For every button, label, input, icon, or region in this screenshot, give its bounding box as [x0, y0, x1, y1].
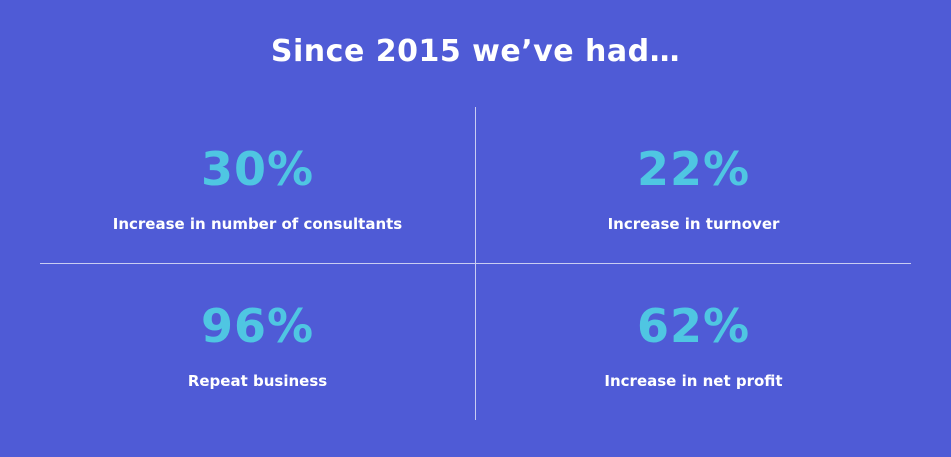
stat-cell: 30% Increase in number of consultants — [40, 141, 475, 233]
stat-cell: 62% Increase in net profit — [476, 298, 911, 390]
stat-cell: 96% Repeat business — [40, 298, 475, 390]
stat-value: 96% — [200, 299, 315, 353]
stat-label: Repeat business — [187, 372, 328, 390]
stat-label: Increase in number of consultants — [112, 215, 403, 233]
section-title: Since 2015 we’ve had… — [270, 34, 681, 69]
stat-value: 62% — [636, 299, 751, 353]
stat-cell: 22% Increase in turnover — [476, 141, 911, 233]
stat-label: Increase in net profit — [604, 372, 783, 390]
stat-label: Increase in turnover — [607, 215, 780, 233]
divider-horizontal — [40, 263, 911, 264]
stat-value: 30% — [200, 142, 315, 196]
stat-value: 22% — [636, 142, 751, 196]
